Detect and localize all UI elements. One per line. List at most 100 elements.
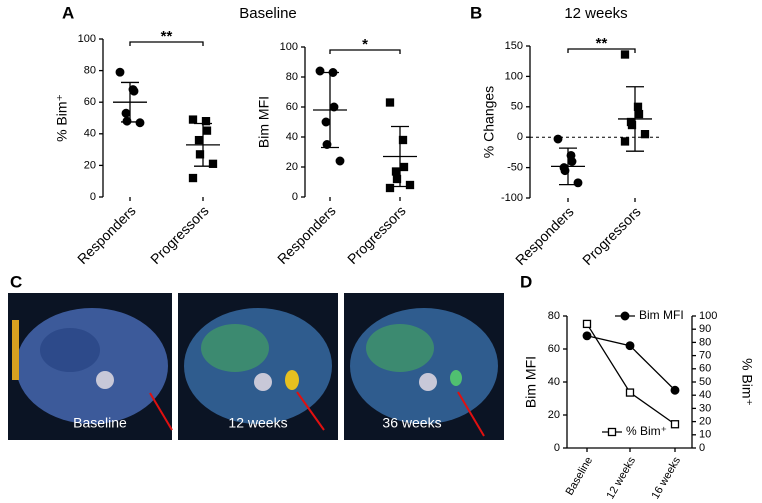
- significance-bracket: [129, 41, 204, 46]
- x-tick-label: Progressors: [579, 203, 644, 268]
- y-axis-label: % Bim⁺: [54, 94, 70, 142]
- group-title: Baseline: [239, 5, 297, 22]
- y-tick-label: 50: [511, 101, 523, 113]
- x-tick-label: Baseline: [564, 455, 595, 498]
- scan-label: 12 weeks: [228, 415, 287, 431]
- scans: [8, 293, 504, 440]
- y-tick-label: 40: [699, 389, 711, 401]
- y-tick-label: 40: [548, 376, 560, 388]
- y-tick-label: 60: [84, 96, 96, 108]
- legend-label: % Bim⁺: [626, 424, 667, 438]
- point: [385, 98, 395, 107]
- y-tick-label: 40: [84, 128, 96, 140]
- y-tick-label: 0: [554, 442, 560, 454]
- point: [188, 173, 198, 183]
- panel-label: C: [10, 272, 22, 291]
- legend-label: Bim MFI: [639, 308, 684, 322]
- y-tick-label: 70: [699, 350, 711, 362]
- y-tick-label: -50: [507, 162, 523, 174]
- point: [121, 108, 131, 118]
- point: [385, 183, 395, 193]
- point: [582, 331, 592, 341]
- y-tick-label: -100: [501, 192, 523, 204]
- y-tick-label: 20: [548, 409, 560, 421]
- x-tick-label: Responders: [274, 202, 339, 267]
- point: [188, 115, 198, 124]
- scan: [344, 293, 504, 440]
- point: [322, 140, 332, 149]
- significance-bracket: [329, 49, 401, 54]
- legend-marker: [607, 427, 617, 437]
- y-tick-label: 100: [699, 310, 717, 322]
- y-tick-label: 80: [286, 71, 298, 83]
- point: [625, 388, 635, 397]
- point: [194, 135, 204, 145]
- y-tick-label: 100: [505, 70, 523, 82]
- y-tick-label: 20: [286, 161, 298, 173]
- point: [567, 157, 577, 166]
- y-tick-label: 20: [699, 416, 711, 428]
- y-tick-label: 20: [84, 159, 96, 171]
- y-tick-label: 60: [548, 343, 560, 355]
- point: [634, 109, 644, 119]
- point: [573, 178, 583, 188]
- point: [391, 167, 401, 176]
- y-tick-label: 90: [699, 323, 711, 335]
- point: [620, 137, 630, 146]
- point: [553, 134, 563, 144]
- panel-label: B: [470, 3, 482, 22]
- y-tick-label: 80: [699, 336, 711, 348]
- y-tick-label: 30: [699, 402, 711, 414]
- y-tick-label: 100: [280, 41, 298, 53]
- scan: [178, 293, 338, 440]
- y-tick-label: 0: [292, 191, 298, 203]
- point: [201, 117, 211, 126]
- significance-bracket: [567, 48, 636, 53]
- y-tick-label: 0: [699, 442, 705, 454]
- y-tick-label: 0: [90, 191, 96, 203]
- point: [129, 86, 139, 96]
- point: [399, 162, 409, 172]
- x-tick-label: Responders: [74, 202, 139, 267]
- panel-label: D: [520, 272, 532, 291]
- x-tick-label: Responders: [512, 203, 577, 268]
- point: [122, 116, 132, 126]
- point: [321, 117, 331, 127]
- scan-label: Baseline: [73, 415, 127, 431]
- y-tick-label: 100: [78, 33, 96, 45]
- chart-title: 12 weeks: [564, 5, 627, 22]
- x-tick-label: Progressors: [344, 202, 409, 267]
- point: [640, 130, 650, 139]
- point: [582, 319, 592, 329]
- scan: [8, 293, 173, 440]
- point: [315, 66, 325, 76]
- y-axis-label: % Changes: [481, 86, 497, 158]
- point: [625, 341, 635, 351]
- y-tick-label: 10: [699, 429, 711, 441]
- y-tick-label: 50: [699, 376, 711, 388]
- point: [670, 385, 680, 395]
- scan-label: 36 weeks: [382, 415, 441, 431]
- y-tick-label: 80: [548, 310, 560, 322]
- point: [670, 420, 680, 429]
- panel-label: A: [62, 3, 74, 22]
- y-tick-label: 80: [84, 65, 96, 77]
- y-tick-label: 60: [699, 363, 711, 375]
- point: [405, 180, 415, 190]
- y-tick-label: 0: [517, 131, 523, 143]
- x-tick-label: Progressors: [147, 202, 212, 267]
- significance: **: [596, 35, 608, 52]
- x-tick-label: 12 weeks: [604, 455, 638, 502]
- y-tick-label: 60: [286, 101, 298, 113]
- significance: **: [161, 28, 173, 45]
- y-axis-label: Bim MFI: [523, 356, 539, 408]
- legend-marker: [620, 311, 630, 321]
- y-axis-label: Bim MFI: [256, 96, 272, 148]
- point: [135, 118, 145, 128]
- point: [335, 156, 345, 166]
- y-tick-label: 150: [505, 40, 523, 52]
- y-tick-label: 40: [286, 131, 298, 143]
- point: [202, 126, 212, 135]
- point: [115, 67, 125, 77]
